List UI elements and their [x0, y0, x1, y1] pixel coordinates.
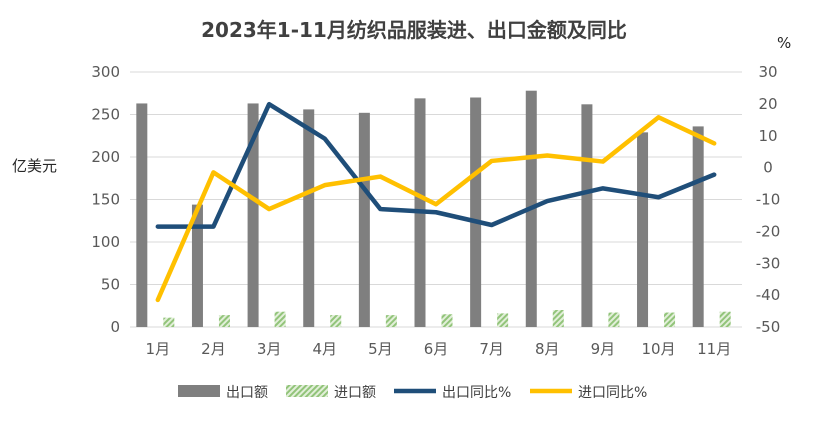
x-tick-label: 11月: [697, 340, 731, 358]
y2-tick-label: -10: [756, 191, 781, 209]
legend: 出口额 进口额 出口同比% 进口同比%: [178, 385, 647, 401]
export-bar: [581, 104, 593, 327]
x-tick-label: 1月: [146, 340, 171, 358]
export-bar: [637, 132, 649, 327]
y-tick-label: 300: [91, 63, 120, 81]
import-bar: [719, 311, 731, 327]
y2-tick-label: -20: [756, 222, 781, 240]
y2-tick-label: 30: [758, 63, 777, 81]
export-bar: [247, 103, 259, 327]
y2-tick-label: -40: [756, 286, 781, 304]
import-bar: [497, 313, 509, 327]
y-tick-label: 250: [91, 106, 120, 124]
y2-tick-label: 20: [758, 95, 777, 113]
import-bar: [441, 314, 453, 327]
x-tick-label: 9月: [591, 340, 616, 358]
y2-tick-label: 10: [758, 127, 777, 145]
y-tick-label: 150: [91, 191, 120, 209]
export-bar: [470, 97, 482, 327]
x-tick-label: 5月: [368, 340, 393, 358]
export-bar: [692, 126, 704, 328]
y2-tick-label: 0: [763, 159, 773, 177]
y-axis-label: 亿美元: [12, 157, 57, 175]
chart-title: 2023年1-11月纺织品服装进、出口金额及同比: [201, 18, 627, 42]
lines: [155, 101, 717, 303]
import-bar: [552, 310, 564, 327]
x-tick-label: 8月: [535, 340, 560, 358]
import-bar: [385, 315, 397, 327]
import-yoy-line: [155, 115, 717, 303]
y2-tick-label: -50: [756, 318, 781, 336]
y-tick-label: 200: [91, 148, 120, 166]
x-tick-label: 2月: [201, 340, 226, 358]
x-tick-label: 7月: [479, 340, 504, 358]
tick-labels: 0 50 100 150 200 250 300 -50 -40 -30 -20 -10 0 10 20 30…: [91, 63, 780, 358]
legend-label: 进口同比%: [578, 385, 647, 401]
import-bar: [218, 315, 230, 327]
export-bar: [136, 103, 148, 327]
export-yoy-line: [155, 101, 717, 229]
legend-label: 出口同比%: [442, 385, 511, 401]
bars: [136, 90, 731, 328]
legend-swatch-import: [286, 385, 328, 397]
legend-label: 出口额: [226, 385, 268, 401]
legend-label: 进口额: [334, 385, 376, 401]
y-tick-label: 50: [101, 276, 120, 294]
gridlines: [130, 71, 742, 328]
import-bar: [608, 312, 620, 327]
export-bar: [358, 112, 370, 327]
x-tick-label: 4月: [312, 340, 337, 358]
y-tick-label: 100: [91, 233, 120, 251]
legend-swatch-export: [178, 385, 220, 397]
x-tick-label: 6月: [424, 340, 449, 358]
export-bar: [303, 109, 315, 328]
x-tick-label: 10月: [641, 340, 675, 358]
y2-tick-label: -30: [756, 254, 781, 272]
export-bar: [191, 204, 203, 327]
x-tick-label: 3月: [257, 340, 282, 358]
y-tick-label: 0: [110, 318, 120, 336]
import-bar: [330, 315, 342, 327]
import-bar: [274, 311, 286, 327]
y2-axis-label: %: [777, 34, 791, 52]
import-bar: [664, 312, 676, 327]
import-bar: [163, 317, 175, 327]
